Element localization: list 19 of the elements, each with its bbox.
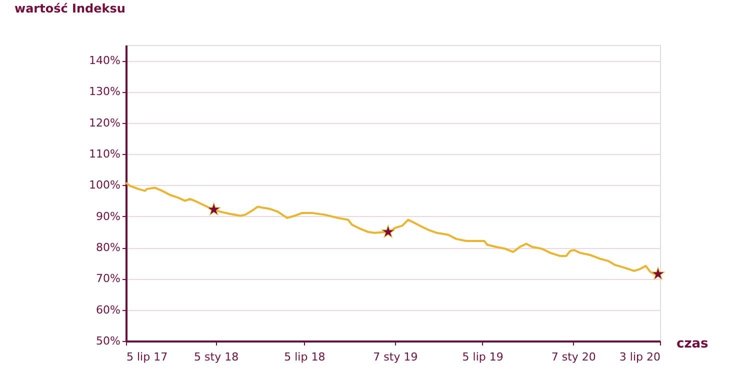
x-tick-label: 5 lip 18 (284, 350, 326, 364)
x-tick-label: 5 sty 18 (194, 350, 239, 364)
y-axis-title: wartość Indeksu (14, 2, 126, 16)
x-tick-label: 5 lip 19 (462, 350, 504, 364)
x-tick-label: 7 sty 19 (373, 350, 418, 364)
y-tick-label: 130% (89, 85, 120, 98)
x-tick-label: 3 lip 20 (619, 350, 660, 364)
x-tick-label: 7 sty 20 (551, 350, 596, 364)
y-tick-label: 60% (96, 303, 120, 316)
y-tick-label: 90% (96, 210, 120, 223)
y-tick-label: 120% (89, 116, 120, 130)
y-tick-label: 70% (96, 272, 120, 286)
y-tick-label: 50% (96, 334, 120, 348)
y-tick-label: 140% (89, 54, 120, 68)
y-tick-label: 100% (89, 178, 120, 192)
x-tick-label: 5 lip 17 (126, 350, 168, 364)
y-tick-label: 110% (89, 148, 120, 161)
y-tick-label: 80% (96, 241, 120, 254)
x-axis-title: czas (676, 336, 709, 352)
